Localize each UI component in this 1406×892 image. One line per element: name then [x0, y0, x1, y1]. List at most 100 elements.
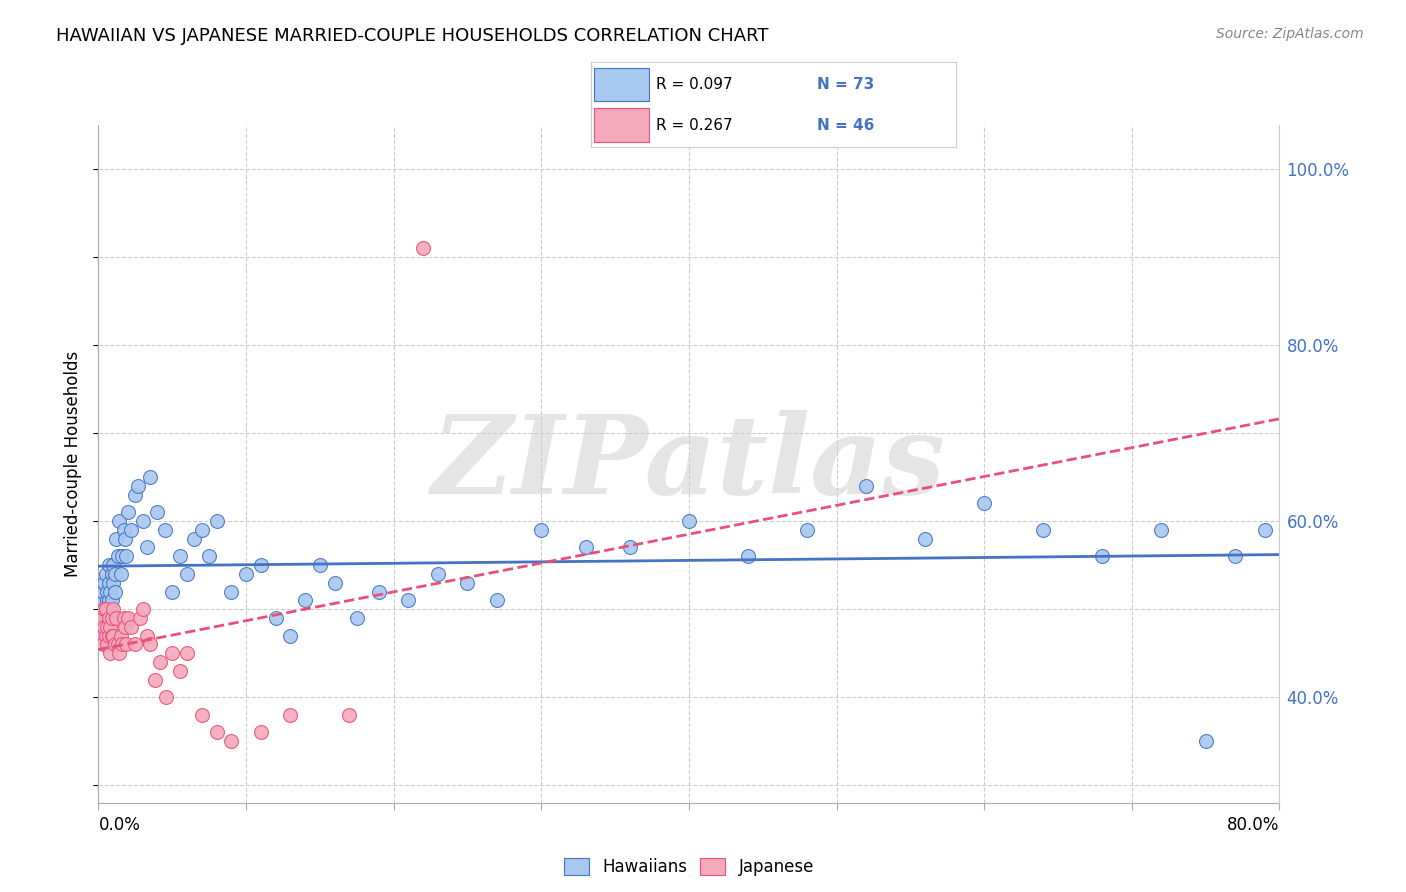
Point — [1223, 549, 1246, 564]
Point — [1032, 523, 1054, 537]
Point — [105, 532, 128, 546]
Point — [111, 637, 134, 651]
Point — [124, 488, 146, 502]
Point — [94, 602, 117, 616]
Point — [127, 479, 149, 493]
Point — [412, 241, 434, 255]
Point — [396, 593, 419, 607]
Legend: Hawaiians, Japanese: Hawaiians, Japanese — [557, 851, 821, 882]
Point — [117, 505, 139, 519]
Point — [574, 541, 596, 555]
Point — [100, 593, 122, 607]
Point — [973, 496, 995, 510]
Point — [183, 532, 205, 546]
Point — [97, 611, 120, 625]
Text: ZIPatlas: ZIPatlas — [432, 410, 946, 517]
Text: N = 73: N = 73 — [817, 77, 875, 92]
Point — [136, 541, 159, 555]
Point — [104, 566, 127, 581]
Point — [97, 575, 120, 590]
Point — [162, 646, 183, 660]
Point — [737, 549, 759, 564]
Text: HAWAIIAN VS JAPANESE MARRIED-COUPLE HOUSEHOLDS CORRELATION CHART: HAWAIIAN VS JAPANESE MARRIED-COUPLE HOUS… — [56, 27, 769, 45]
Point — [100, 611, 122, 625]
Point — [104, 637, 127, 651]
Point — [98, 584, 121, 599]
Point — [530, 523, 553, 537]
Point — [278, 628, 302, 642]
Point — [219, 584, 242, 599]
Point — [110, 566, 132, 581]
Point — [486, 593, 509, 607]
Point — [796, 523, 818, 537]
Point — [114, 620, 136, 634]
Text: R = 0.097: R = 0.097 — [657, 77, 733, 92]
Point — [112, 611, 135, 625]
Text: N = 46: N = 46 — [817, 118, 875, 133]
Point — [176, 566, 198, 581]
FancyBboxPatch shape — [595, 108, 650, 142]
Point — [139, 470, 162, 484]
Point — [94, 628, 117, 642]
Point — [97, 628, 120, 642]
Point — [219, 734, 242, 748]
Point — [264, 611, 287, 625]
Point — [198, 549, 221, 564]
FancyBboxPatch shape — [595, 68, 650, 102]
Text: R = 0.267: R = 0.267 — [657, 118, 733, 133]
Point — [94, 566, 117, 581]
Point — [205, 514, 228, 528]
Point — [619, 541, 641, 555]
Point — [93, 575, 115, 590]
Point — [93, 602, 115, 616]
Point — [98, 620, 121, 634]
Point — [149, 655, 172, 669]
Point — [191, 523, 214, 537]
Point — [191, 707, 214, 722]
Point — [103, 558, 125, 573]
Point — [1150, 523, 1173, 537]
Point — [120, 523, 142, 537]
Point — [98, 602, 121, 616]
Point — [115, 637, 138, 651]
Point — [346, 611, 368, 625]
Point — [114, 532, 136, 546]
Point — [96, 620, 118, 634]
Point — [93, 602, 115, 616]
Point — [368, 584, 391, 599]
Point — [1254, 523, 1277, 537]
Point — [250, 725, 273, 739]
Point — [132, 514, 155, 528]
Point — [235, 566, 257, 581]
Point — [111, 549, 134, 564]
Point — [323, 575, 346, 590]
Point — [250, 558, 273, 573]
Point — [100, 628, 122, 642]
Point — [115, 549, 138, 564]
Point — [278, 707, 302, 722]
Point — [94, 611, 117, 625]
Point — [91, 584, 114, 599]
Point — [103, 628, 125, 642]
Point — [110, 628, 132, 642]
Point — [153, 523, 176, 537]
Point — [104, 584, 127, 599]
Text: 80.0%: 80.0% — [1227, 816, 1279, 834]
Point — [108, 514, 131, 528]
Point — [169, 549, 191, 564]
Text: Source: ZipAtlas.com: Source: ZipAtlas.com — [1216, 27, 1364, 41]
Text: 0.0%: 0.0% — [98, 816, 141, 834]
Point — [112, 523, 135, 537]
Point — [176, 646, 198, 660]
Point — [146, 505, 169, 519]
Point — [103, 575, 125, 590]
Point — [91, 637, 114, 651]
Point — [103, 602, 125, 616]
Point — [678, 514, 700, 528]
Point — [139, 637, 162, 651]
Y-axis label: Married-couple Households: Married-couple Households — [65, 351, 83, 577]
Point — [456, 575, 478, 590]
Point — [97, 558, 120, 573]
Point — [91, 628, 114, 642]
Point — [120, 620, 142, 634]
